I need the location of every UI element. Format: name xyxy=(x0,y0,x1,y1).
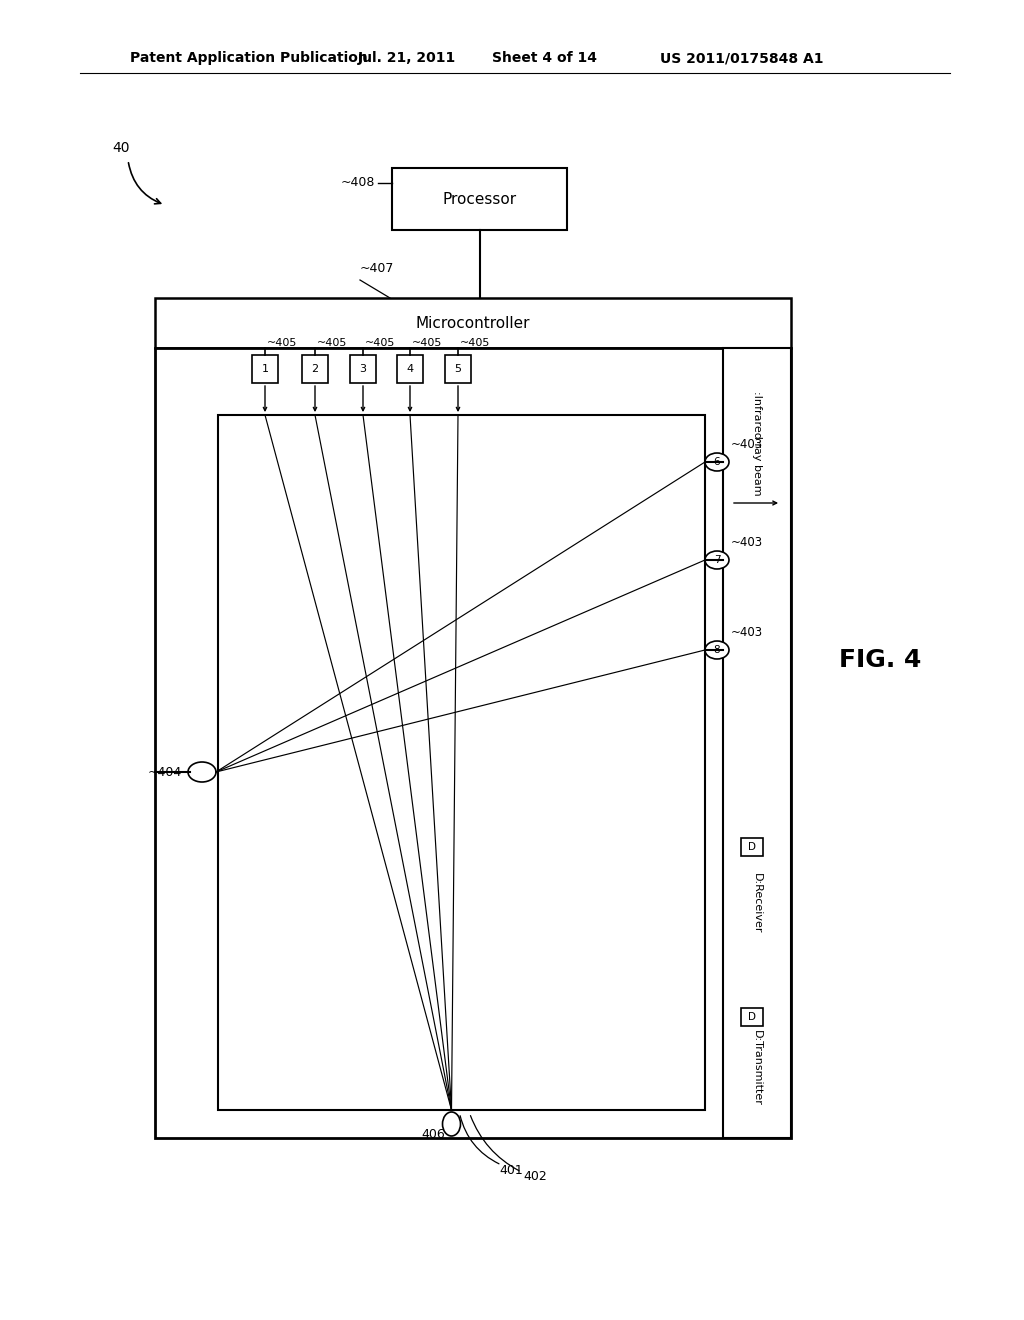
Text: 1: 1 xyxy=(261,364,268,374)
Text: 2: 2 xyxy=(311,364,318,374)
Ellipse shape xyxy=(188,762,216,781)
Text: ~405: ~405 xyxy=(412,338,442,348)
Bar xyxy=(445,355,471,383)
Bar xyxy=(155,298,791,348)
Text: 4: 4 xyxy=(407,364,414,374)
Ellipse shape xyxy=(705,550,729,569)
Bar xyxy=(397,355,423,383)
Bar xyxy=(741,1008,763,1026)
Text: Microcontroller: Microcontroller xyxy=(416,315,530,330)
Text: Processor: Processor xyxy=(442,191,516,206)
Text: Jul. 21, 2011: Jul. 21, 2011 xyxy=(358,51,457,65)
Bar xyxy=(350,355,376,383)
Bar xyxy=(302,355,328,383)
Text: ~403: ~403 xyxy=(731,437,763,450)
FancyArrowPatch shape xyxy=(128,162,161,203)
Text: :Infrared ray beam: :Infrared ray beam xyxy=(752,391,762,495)
Text: D: D xyxy=(748,842,756,851)
Text: 402: 402 xyxy=(523,1171,547,1184)
Bar xyxy=(155,348,791,1138)
Text: ~408: ~408 xyxy=(341,177,375,190)
Text: US 2011/0175848 A1: US 2011/0175848 A1 xyxy=(660,51,823,65)
Text: 5: 5 xyxy=(455,364,462,374)
Text: ~407: ~407 xyxy=(360,261,394,275)
Text: 6: 6 xyxy=(714,457,720,467)
Bar xyxy=(252,355,278,383)
Text: 3: 3 xyxy=(359,364,367,374)
Text: Sheet 4 of 14: Sheet 4 of 14 xyxy=(492,51,597,65)
Text: ~403: ~403 xyxy=(731,536,763,549)
Ellipse shape xyxy=(442,1111,461,1137)
Bar xyxy=(218,414,705,1110)
Text: 8: 8 xyxy=(714,645,720,655)
Text: 406: 406 xyxy=(422,1127,445,1140)
Bar xyxy=(741,838,763,855)
Ellipse shape xyxy=(705,453,729,471)
Text: ~405: ~405 xyxy=(317,338,347,348)
Bar xyxy=(392,168,567,230)
Text: D:Receiver: D:Receiver xyxy=(752,873,762,933)
Text: FIG. 4: FIG. 4 xyxy=(839,648,922,672)
Bar xyxy=(723,348,791,1138)
Text: 7: 7 xyxy=(714,554,720,565)
Text: ~403: ~403 xyxy=(731,626,763,639)
Ellipse shape xyxy=(705,642,729,659)
Text: ~405: ~405 xyxy=(267,338,297,348)
Text: Patent Application Publication: Patent Application Publication xyxy=(130,51,368,65)
Text: ~405: ~405 xyxy=(460,338,490,348)
Text: 401: 401 xyxy=(500,1163,523,1176)
Text: D:Transmitter: D:Transmitter xyxy=(752,1030,762,1106)
Text: 40: 40 xyxy=(112,141,129,154)
Text: ~405: ~405 xyxy=(365,338,395,348)
Text: D: D xyxy=(748,1012,756,1022)
Text: ~404: ~404 xyxy=(147,766,182,779)
